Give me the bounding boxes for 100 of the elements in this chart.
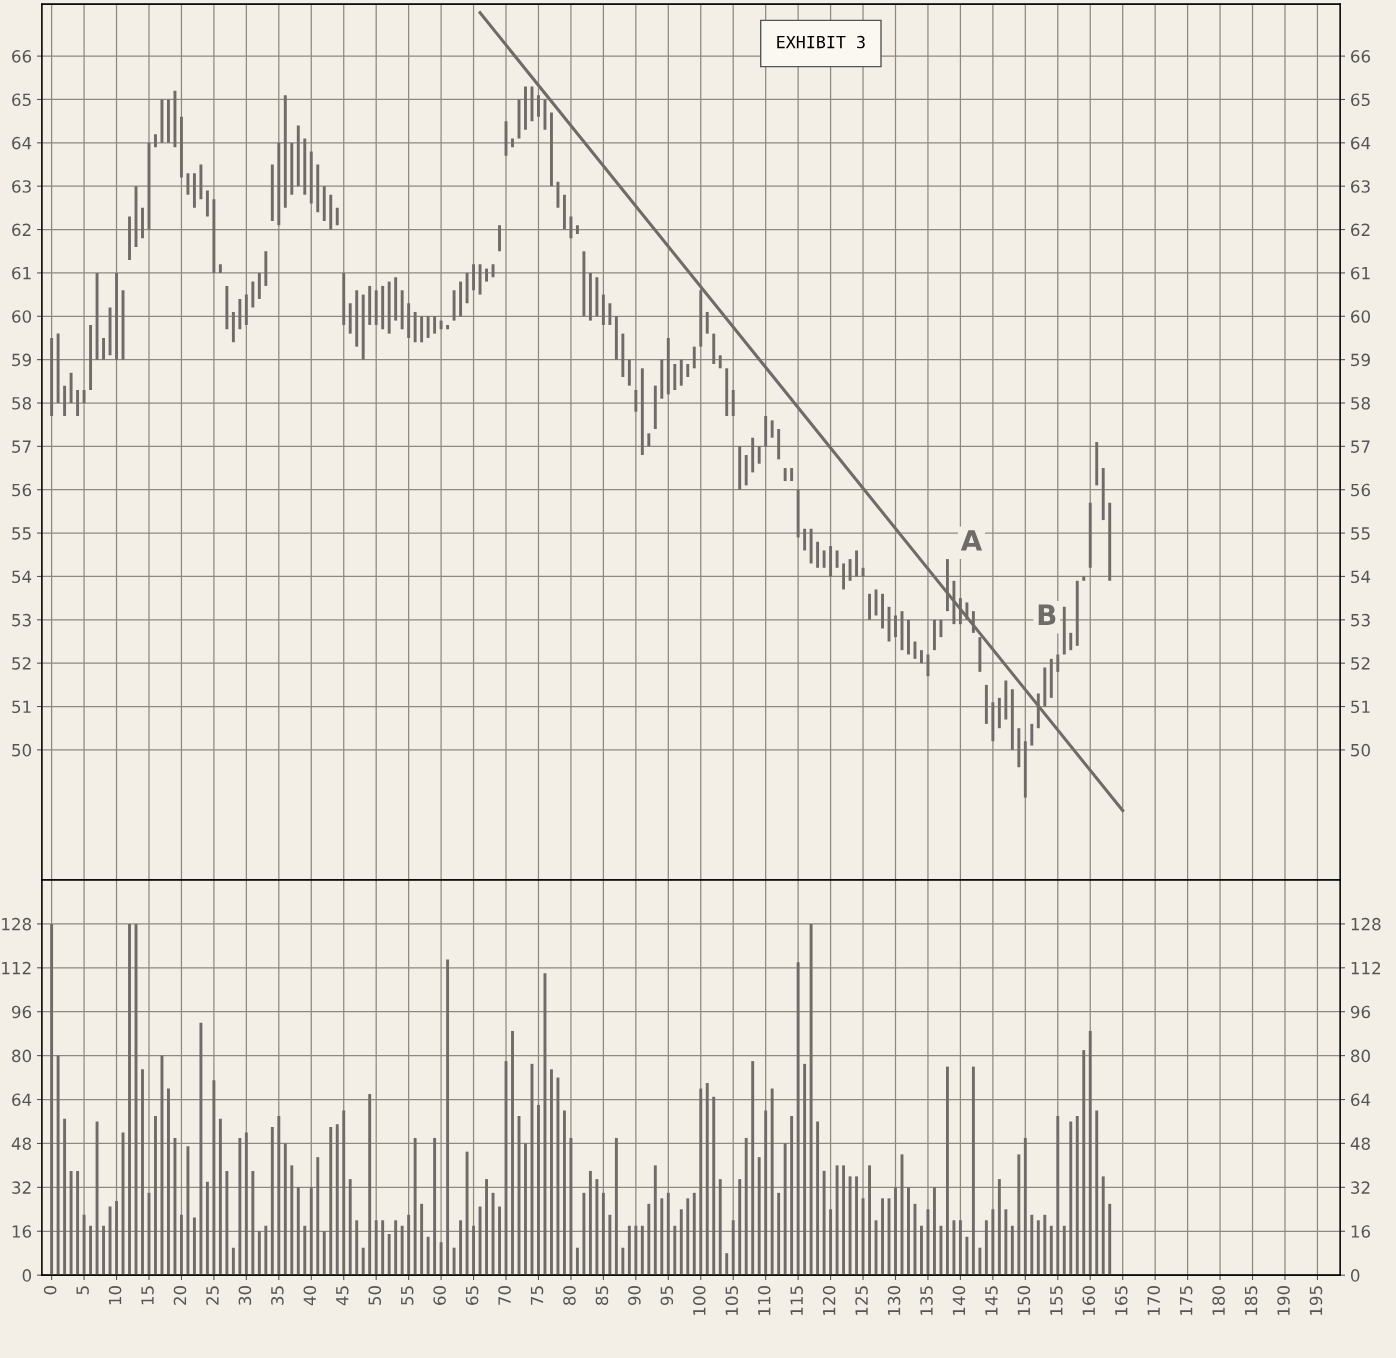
bar (653, 1165, 657, 1276)
bar (355, 290, 359, 347)
bar (790, 1115, 794, 1276)
bar (309, 1187, 313, 1276)
bar (1030, 1214, 1034, 1276)
x-tick-label: 125 (855, 1286, 868, 1315)
x-tick-label: 150 (1017, 1285, 1031, 1315)
bar (588, 1170, 592, 1276)
x-tick-label: 155 (1050, 1286, 1063, 1315)
bar (738, 1179, 742, 1276)
y2-tick-label: 80 (1351, 1049, 1370, 1063)
x-tick-label: 110 (757, 1285, 771, 1315)
bar (277, 1115, 281, 1276)
bar (335, 207, 339, 226)
y-tick-label: 61 (12, 266, 31, 280)
bar (1088, 1030, 1092, 1276)
bar (348, 1179, 352, 1276)
bar (446, 959, 450, 1276)
bar (718, 355, 722, 369)
bar (439, 320, 443, 330)
bar (290, 142, 294, 195)
bar (270, 164, 274, 221)
bar (387, 1234, 391, 1276)
bar (225, 285, 229, 330)
x-tick-label: 95 (660, 1286, 674, 1306)
y2-tick-label: 56 (1351, 483, 1371, 497)
x-tick-label: 5 (76, 1286, 89, 1295)
x-tick-label: 55 (401, 1286, 414, 1305)
y2-tick-label: 58 (1351, 396, 1370, 410)
bar (244, 294, 248, 325)
x-tick-label: 185 (1244, 1286, 1258, 1315)
bar (316, 1157, 320, 1276)
bar (485, 1179, 488, 1276)
bar (199, 164, 203, 200)
y2-tick-label: 51 (1351, 700, 1370, 714)
bar (439, 1242, 443, 1276)
bar (634, 389, 638, 412)
bar (1062, 606, 1066, 655)
bar (212, 1080, 216, 1276)
x-tick-label: 90 (628, 1285, 641, 1306)
bar (50, 923, 54, 1276)
bar (173, 1137, 177, 1276)
y-tick-label: 55 (12, 527, 31, 540)
bar (861, 1198, 865, 1276)
bar (803, 1063, 807, 1276)
bar (348, 303, 352, 334)
bar (601, 1192, 605, 1276)
bar (783, 468, 787, 482)
bar (394, 1220, 398, 1276)
x-tick-label: 115 (790, 1286, 803, 1315)
bar (465, 272, 469, 304)
bar (413, 311, 417, 343)
bar (686, 363, 690, 377)
bar (764, 416, 768, 447)
x-tick-label: 0 (43, 1285, 57, 1295)
bar (939, 619, 943, 638)
x-tick-label: 130 (887, 1285, 901, 1315)
x-tick-label: 50 (368, 1285, 382, 1305)
y-tick-label: 50 (12, 743, 32, 757)
bar (251, 1170, 255, 1276)
bar (725, 368, 729, 417)
bar (829, 546, 833, 577)
bar (95, 272, 99, 360)
bar (1017, 728, 1021, 768)
x-tick-label: 195 (1309, 1286, 1323, 1315)
y-tick-label: 65 (12, 93, 31, 107)
x-tick-label: 135 (920, 1286, 933, 1315)
bar (257, 1231, 261, 1276)
bar (842, 1165, 846, 1276)
bar (725, 1253, 729, 1276)
bar (511, 1030, 514, 1276)
bar (926, 654, 930, 677)
bar (803, 528, 807, 551)
bar (1095, 442, 1099, 486)
bar (692, 346, 696, 369)
bar (452, 1247, 456, 1276)
bar (69, 372, 73, 403)
bar (82, 389, 86, 403)
bar (154, 134, 157, 148)
bar (413, 1137, 417, 1276)
bar (660, 359, 664, 399)
bar (1043, 1214, 1047, 1276)
bar (673, 363, 677, 390)
bar (368, 1094, 372, 1276)
bar (699, 290, 703, 347)
y-tick-label: 62 (12, 223, 31, 237)
bar (251, 281, 255, 308)
y-tick-label: 80 (12, 1049, 32, 1063)
bar (322, 186, 326, 221)
bar (511, 138, 514, 148)
bar (978, 1247, 982, 1276)
bar (679, 1209, 683, 1276)
bar (374, 1220, 378, 1276)
y-tick-label: 52 (12, 657, 31, 670)
bar (712, 1096, 716, 1276)
bar (569, 216, 573, 239)
y2-tick-label: 16 (1351, 1225, 1371, 1238)
bar (744, 1137, 748, 1276)
x-tick-label: 145 (985, 1286, 998, 1315)
bar (108, 307, 112, 356)
